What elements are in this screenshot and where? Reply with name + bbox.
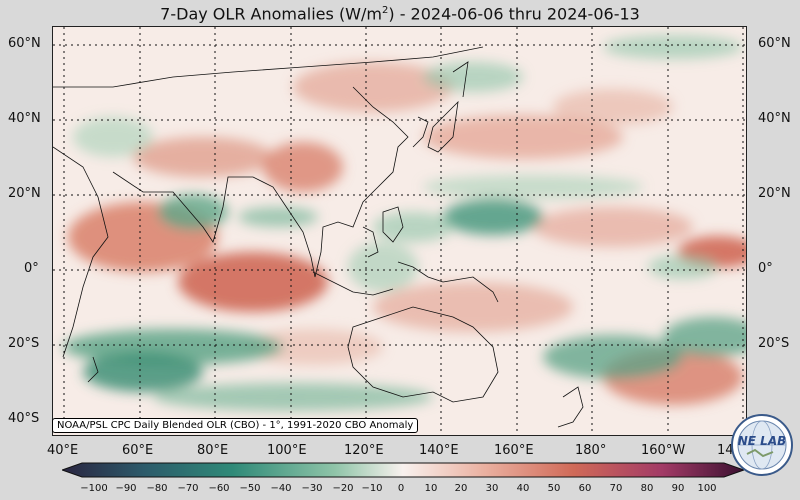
lat-label-60n-right: 60°N	[758, 36, 791, 51]
lat-label-40s-left: 40°S	[8, 411, 40, 426]
colorbar-tick: 30	[485, 483, 499, 494]
lon-label-140e: 140°E	[419, 443, 459, 458]
lon-label-40e: 40°E	[47, 443, 79, 458]
colorbar-tick: −60	[208, 483, 230, 494]
colorbar-tick: 70	[609, 483, 623, 494]
lat-label-eq-right: 0°	[758, 261, 773, 276]
lat-label-40n-right: 40°N	[758, 111, 791, 126]
colorbar-tick: −80	[146, 483, 168, 494]
colorbar-tick: 0	[397, 483, 405, 494]
colorbar-tick: 40	[516, 483, 530, 494]
title-unit-exponent: 2	[381, 5, 389, 16]
nexlab-logo: NE LAB	[731, 414, 793, 476]
lat-label-40n-left: 40°N	[8, 111, 41, 126]
lon-label-160e: 160°E	[494, 443, 534, 458]
colorbar-tick: −90	[115, 483, 137, 494]
colorbar-tick: −40	[270, 483, 292, 494]
lat-label-20n-right: 20°N	[758, 186, 791, 201]
coastlines	[53, 46, 584, 428]
colorbar-tick: −100	[80, 483, 108, 494]
lon-label-160w: 160°W	[641, 443, 686, 458]
lon-label-80e: 80°E	[197, 443, 229, 458]
colorbar-tick: 50	[547, 483, 561, 494]
colorbar-tick: 90	[671, 483, 685, 494]
colorbar-tick: −10	[361, 483, 383, 494]
colorbar-tick: 60	[578, 483, 592, 494]
anomaly-shading	[63, 35, 746, 411]
lon-label-100e: 100°E	[267, 443, 307, 458]
colorbar-tick: 10	[424, 483, 438, 494]
colorbar-tick: −50	[239, 483, 261, 494]
map-field	[53, 27, 746, 435]
logo-text: NE LAB	[737, 434, 787, 448]
data-source-credit: NOAA/PSL CPC Daily Blended OLR (CBO) - 1…	[52, 418, 419, 433]
title-date-range: ) - 2024-06-06 thru 2024-06-13	[388, 4, 640, 24]
lat-label-60n-left: 60°N	[8, 36, 41, 51]
colorbar-tick: 100	[697, 483, 717, 494]
lon-label-120e: 120°E	[344, 443, 384, 458]
globe-icon	[737, 420, 787, 470]
olr-anomaly-map	[52, 26, 747, 436]
lon-label-180: 180°	[575, 443, 607, 458]
graticule	[53, 27, 746, 435]
title-text: 7-Day OLR Anomalies (W/m	[160, 4, 382, 24]
lon-label-60e: 60°E	[122, 443, 154, 458]
colorbar	[62, 462, 744, 478]
colorbar-tick: −20	[332, 483, 354, 494]
colorbar-tick: 80	[640, 483, 654, 494]
lat-label-eq-left: 0°	[24, 261, 39, 276]
colorbar-tick: −30	[301, 483, 323, 494]
lat-label-20s-left: 20°S	[8, 336, 40, 351]
colorbar-tick: 20	[454, 483, 468, 494]
colorbar-tick: −70	[177, 483, 199, 494]
lon-label-140w-partial: 14	[717, 443, 734, 458]
lat-label-20s-right: 20°S	[758, 336, 790, 351]
map-title: 7-Day OLR Anomalies (W/m2) - 2024-06-06 …	[0, 0, 800, 26]
lat-label-20n-left: 20°N	[8, 186, 41, 201]
